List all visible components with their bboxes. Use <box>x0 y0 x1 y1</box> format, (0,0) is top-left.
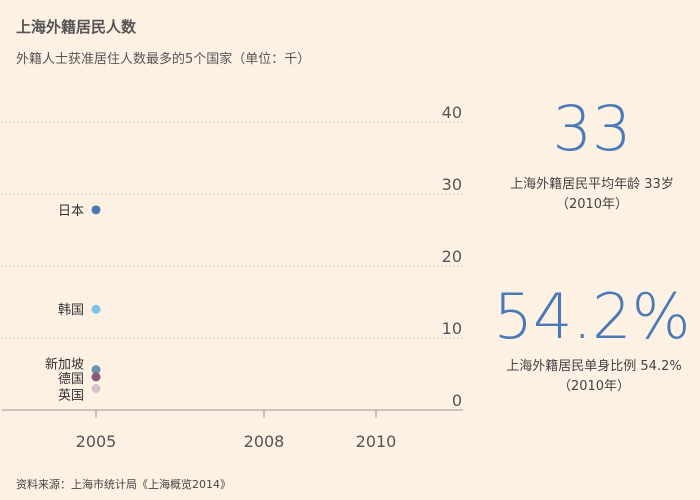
data-point-0 <box>91 205 101 215</box>
stat-single-ratio-caption: 上海外籍居民单身比例 54.2% （2010年） <box>484 357 700 397</box>
y-tick-label-0: 0 <box>452 391 462 410</box>
x-tick-label-2010: 2010 <box>356 432 397 451</box>
chart-title: 上海外籍居民人数 <box>16 18 137 36</box>
point-label-2: 新加坡 <box>45 357 84 373</box>
stat-average-age-note: （2010年） <box>555 197 629 212</box>
y-tick-label-20: 20 <box>442 247 462 266</box>
x-tick-label-2005: 2005 <box>76 432 117 451</box>
x-tick-label-2008: 2008 <box>244 432 285 451</box>
stat-average-age-caption: 上海外籍居民平均年龄 33岁 （2010年） <box>482 175 700 215</box>
stat-average-age-value: 33 <box>552 92 632 165</box>
chart-subtitle: 外籍人士获准居住人数最多的5个国家（单位：千） <box>16 52 311 67</box>
point-label-1: 韩国 <box>58 303 84 318</box>
point-label-4: 英国 <box>58 388 84 403</box>
data-point-1 <box>91 304 101 314</box>
source-note: 资料来源：上海市统计局《上海概览2014》 <box>16 478 231 491</box>
stat-single-ratio-label: 上海外籍居民单身比例 54.2% <box>506 359 682 374</box>
point-label-3: 德国 <box>58 372 84 387</box>
y-tick-label-40: 40 <box>442 103 462 122</box>
stat-average-age-label: 上海外籍居民平均年龄 33岁 <box>510 177 674 192</box>
stat-single-ratio-value: 54.2% <box>493 280 691 353</box>
data-point-4 <box>91 383 101 393</box>
data-point-3 <box>91 372 101 382</box>
y-tick-label-30: 30 <box>442 175 462 194</box>
stat-single-ratio-note: （2010年） <box>557 379 631 394</box>
data-point-2 <box>91 365 101 375</box>
point-label-0: 日本 <box>58 204 84 219</box>
y-tick-label-10: 10 <box>442 319 462 338</box>
